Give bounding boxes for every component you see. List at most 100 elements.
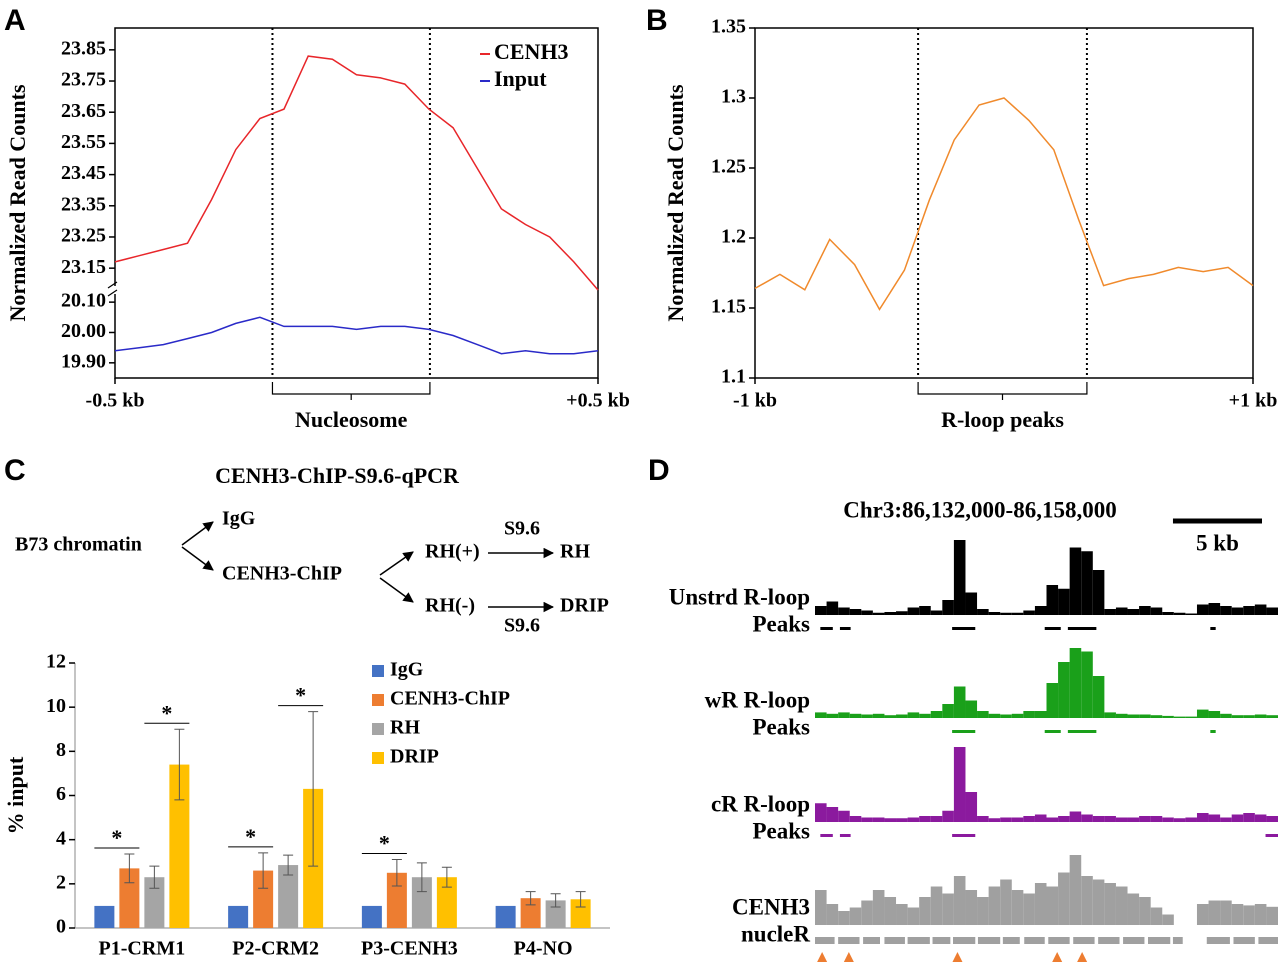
legend-label: RH xyxy=(390,717,420,739)
signal-bin xyxy=(1092,816,1105,822)
signal-bin xyxy=(896,611,908,615)
bar xyxy=(495,905,516,928)
error-bar xyxy=(174,728,185,801)
track-label: Peaks xyxy=(753,611,811,636)
signal-bin xyxy=(977,711,989,718)
y-tick-label: 6 xyxy=(56,783,66,805)
scheme: CENH3-ChIP-S9.6-qPCR B73 chromatin IgG C… xyxy=(15,463,609,637)
signal-bin xyxy=(930,886,943,925)
signal-bin xyxy=(942,704,954,718)
signal-bin xyxy=(1011,612,1024,615)
significance-label: * xyxy=(379,831,390,856)
signal-bin xyxy=(1081,651,1093,718)
signal-bin xyxy=(1011,890,1024,925)
y-tick-label: 8 xyxy=(56,739,66,761)
signal-bin xyxy=(1162,914,1174,925)
signal-bin xyxy=(884,612,897,615)
signal-bin xyxy=(1000,612,1012,615)
error-bar xyxy=(124,853,135,884)
signal-bin xyxy=(896,818,908,822)
x-tick-label: -1 kb xyxy=(733,390,777,412)
signal-bin xyxy=(930,610,943,615)
signal-bin xyxy=(1196,904,1209,925)
signal-bin xyxy=(1115,607,1128,615)
peak xyxy=(1002,937,1020,944)
y-tick-label: 23.75 xyxy=(61,69,106,91)
signal-bin xyxy=(1150,816,1163,822)
y-tick-label: 10 xyxy=(46,695,66,717)
y-tick-label: 19.90 xyxy=(61,350,106,372)
signal-bin xyxy=(942,600,954,615)
significance-label: * xyxy=(161,700,172,725)
peak xyxy=(1044,627,1061,630)
axis-break xyxy=(107,286,117,294)
x-tick-label: P2-CRM2 xyxy=(232,938,319,960)
signal-bin xyxy=(1150,715,1163,718)
signal-bin xyxy=(1266,906,1278,925)
signal-bin xyxy=(861,817,873,822)
error-bar xyxy=(525,891,536,906)
bar xyxy=(411,877,432,928)
y-tick-label: 1.15 xyxy=(711,296,746,318)
signal-bin xyxy=(1173,612,1186,615)
peak xyxy=(820,627,833,630)
signal-bin xyxy=(1243,905,1255,925)
peak xyxy=(815,937,835,944)
signal-bin xyxy=(1034,814,1047,822)
legend-label: DRIP xyxy=(390,746,439,768)
signal-bin xyxy=(965,700,978,718)
signal-bin xyxy=(977,816,989,822)
signal-bin xyxy=(988,612,1001,615)
plot-frame xyxy=(754,27,1254,379)
peak xyxy=(1024,937,1045,944)
signal-bin xyxy=(1058,662,1070,718)
signal-bin xyxy=(965,592,978,615)
signal-bin xyxy=(1115,886,1128,925)
signal-bin xyxy=(1023,816,1035,822)
signal-bin xyxy=(1254,814,1267,822)
scheme-edge-label: S9.6 xyxy=(504,518,540,540)
bar xyxy=(94,905,115,928)
signal-bin xyxy=(1115,817,1128,822)
signal-bin xyxy=(815,890,827,925)
peak xyxy=(1210,730,1216,733)
marker-triangle xyxy=(1052,952,1063,962)
signal-bin xyxy=(1127,609,1140,615)
signal-bin xyxy=(849,713,862,718)
signal-bin xyxy=(872,612,885,615)
signal-bin xyxy=(1208,711,1221,718)
signal-bin xyxy=(1104,883,1116,925)
track-label: Peaks xyxy=(753,818,811,843)
legend-swatch xyxy=(372,752,384,764)
signal-bin xyxy=(838,911,850,925)
y-axis-label: Normalized Read Counts xyxy=(5,84,30,322)
y-tick-label: 12 xyxy=(46,651,66,673)
signal-bin xyxy=(1162,817,1174,822)
signal-bin xyxy=(907,712,920,718)
signal-bin xyxy=(1034,606,1047,615)
bar xyxy=(386,872,407,928)
signal-bin xyxy=(1000,714,1012,718)
data-line xyxy=(114,55,599,291)
peak xyxy=(838,937,860,944)
peak xyxy=(1172,937,1183,944)
signal-bin xyxy=(1069,547,1082,615)
y-tick-label: 23.85 xyxy=(61,37,106,59)
signal-bin xyxy=(1081,551,1093,615)
x-tick-label: -0.5 kb xyxy=(86,390,145,412)
peak xyxy=(884,937,905,944)
signal-bin xyxy=(861,714,873,718)
peak xyxy=(1044,730,1061,733)
signal-bin xyxy=(1208,814,1221,822)
peak xyxy=(1206,937,1230,944)
data-line xyxy=(114,316,599,355)
peak xyxy=(1148,937,1171,944)
signal-bin xyxy=(1231,607,1244,615)
y-tick-label: 23.65 xyxy=(61,100,106,122)
signal-bin xyxy=(1023,711,1035,718)
signal-bin xyxy=(1231,814,1244,822)
signal-bin xyxy=(826,904,839,925)
bar xyxy=(361,905,382,928)
significance-label: * xyxy=(111,825,122,850)
signal-bin xyxy=(1058,588,1070,615)
